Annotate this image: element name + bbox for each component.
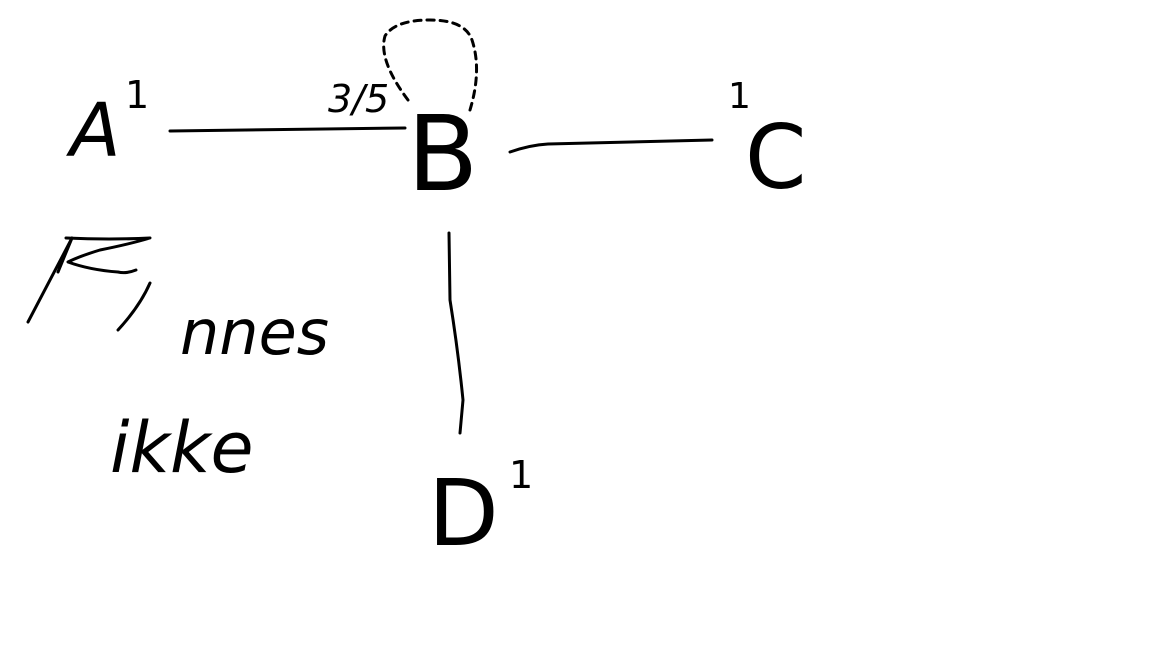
node-d-weight: 1	[509, 453, 533, 497]
edge-b-c	[508, 138, 714, 154]
note-symbol-p	[26, 236, 152, 332]
node-a-label: A	[66, 88, 121, 174]
edge-b-d	[447, 231, 465, 435]
note-line-2: ikke	[110, 407, 254, 489]
node-a-weight: 1	[125, 73, 149, 117]
self-loop-b	[382, 18, 479, 112]
node-d-label: D	[428, 460, 499, 567]
node-b-label: B	[407, 93, 478, 215]
note-line-1: nnes	[180, 296, 329, 369]
self-loop-label: 3/5	[328, 77, 389, 121]
node-c-weight: 1	[728, 76, 751, 117]
node-c-label: C	[745, 106, 806, 209]
edge-a-b	[168, 126, 407, 133]
